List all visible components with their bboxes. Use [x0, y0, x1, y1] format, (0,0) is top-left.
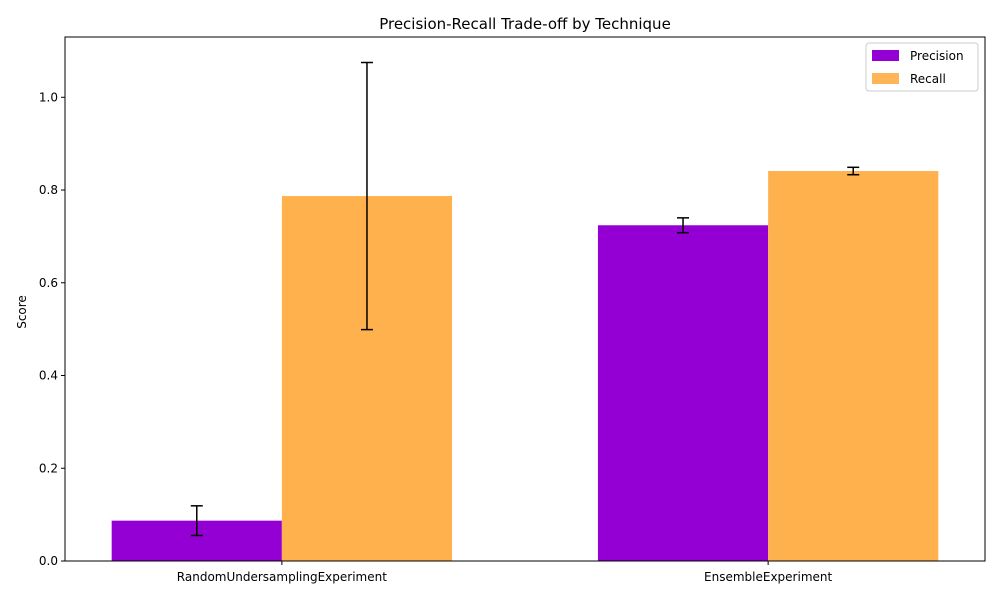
legend-swatch-recall: [872, 73, 899, 84]
legend-label-recall: Recall: [910, 72, 946, 86]
x-tick-label: EnsembleExperiment: [704, 570, 832, 584]
bar-precision-1: [597, 225, 769, 561]
y-tick-label: 0.4: [39, 369, 58, 383]
y-axis-label: Score: [15, 295, 29, 329]
x-tick-label: RandomUndersamplingExperiment: [177, 570, 387, 584]
legend-swatch-precision: [872, 50, 899, 61]
error-bar-precision-1: [677, 217, 690, 234]
y-tick-label: 0.8: [39, 183, 58, 197]
error-bar-recall-0: [360, 61, 373, 331]
legend: Precision Recall: [865, 42, 979, 92]
plot-area: 0.0 0.2 0.4 0.6 0.8 1.0 RandomUndersamplingExp…: [39, 36, 986, 584]
y-tick-label: 1.0: [39, 90, 58, 104]
bar-recall-1: [768, 171, 939, 561]
y-tick-label: 0.6: [39, 276, 58, 290]
chart-title: Precision-Recall Trade-off by Technique: [379, 15, 671, 33]
y-tick-label: 0.0: [39, 554, 58, 568]
error-bar-precision-0: [190, 505, 203, 537]
y-tick-label: 0.2: [39, 461, 58, 475]
axes-frame: [64, 36, 986, 562]
legend-label-precision: Precision: [910, 49, 964, 63]
error-bar-recall-1: [847, 166, 860, 176]
